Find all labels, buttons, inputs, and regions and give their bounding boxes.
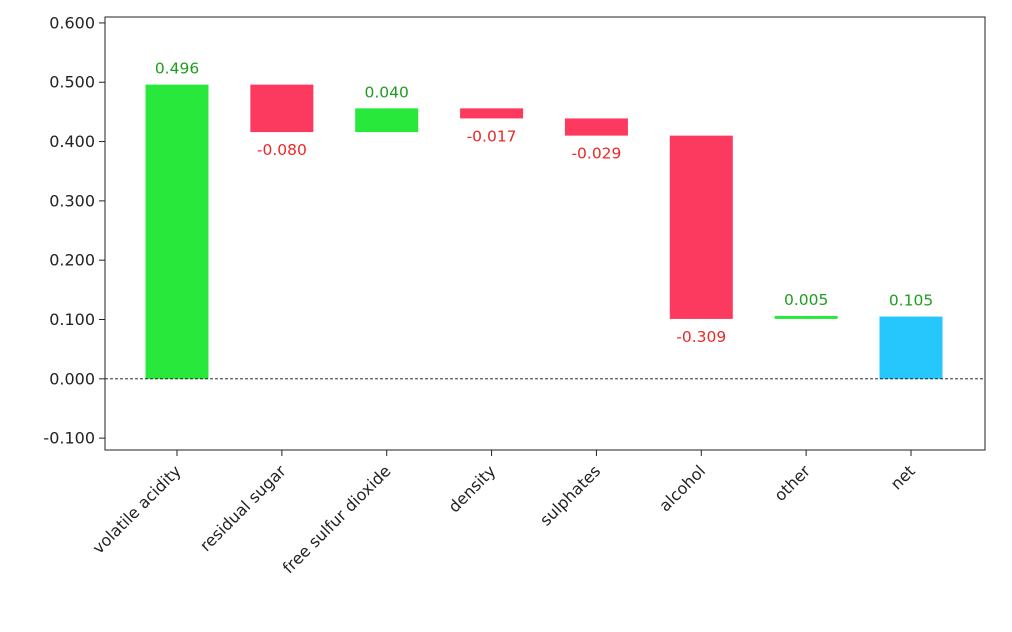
bar-residual-sugar — [250, 84, 314, 133]
x-tick-label: volatile acidity — [89, 461, 185, 557]
x-tick-label: sulphates — [536, 461, 604, 529]
x-tick-label: alcohol — [655, 461, 709, 515]
value-labels: 0.496 -0.080 0.040 -0.017 -0.029 -0.309 0.005 0… — [155, 60, 933, 346]
plot-frame — [104, 16, 986, 451]
y-tick-label: 0.600 — [49, 13, 95, 32]
y-axis: -0.100 0.000 0.100 0.200 0.300 0.400 0.500 0.60… — [43, 13, 105, 448]
bar-volatile-acidity — [145, 84, 209, 379]
y-tick-label: 0.400 — [49, 132, 95, 151]
bars — [145, 84, 943, 379]
bar-density — [460, 108, 524, 119]
value-label: 0.496 — [155, 60, 199, 78]
y-tick-label: 0.300 — [49, 191, 95, 210]
x-tick-label: other — [770, 461, 814, 505]
y-tick-label: 0.100 — [49, 310, 95, 329]
y-tick-label: -0.100 — [43, 429, 95, 448]
x-tick-label: free sulfur dioxide — [279, 461, 395, 577]
x-tick-label: density — [444, 461, 499, 516]
y-tick-label: 0.500 — [49, 73, 95, 92]
bar-net — [879, 316, 943, 379]
value-label: 0.005 — [784, 291, 828, 309]
value-label: 0.105 — [889, 292, 933, 310]
y-tick-label: 0.200 — [49, 251, 95, 270]
bar-other — [774, 315, 838, 319]
x-tick-label: net — [887, 461, 919, 493]
value-label: -0.029 — [571, 145, 621, 163]
value-label: -0.080 — [257, 141, 307, 159]
y-tick-label: 0.000 — [49, 369, 95, 388]
value-label: -0.017 — [467, 127, 517, 145]
x-tick-label: residual sugar — [196, 461, 290, 555]
bar-sulphates — [564, 118, 628, 136]
value-label: -0.309 — [676, 328, 726, 346]
value-label: 0.040 — [365, 83, 409, 101]
bar-alcohol — [669, 135, 733, 319]
bar-free-sulfur-dioxide — [355, 108, 419, 133]
